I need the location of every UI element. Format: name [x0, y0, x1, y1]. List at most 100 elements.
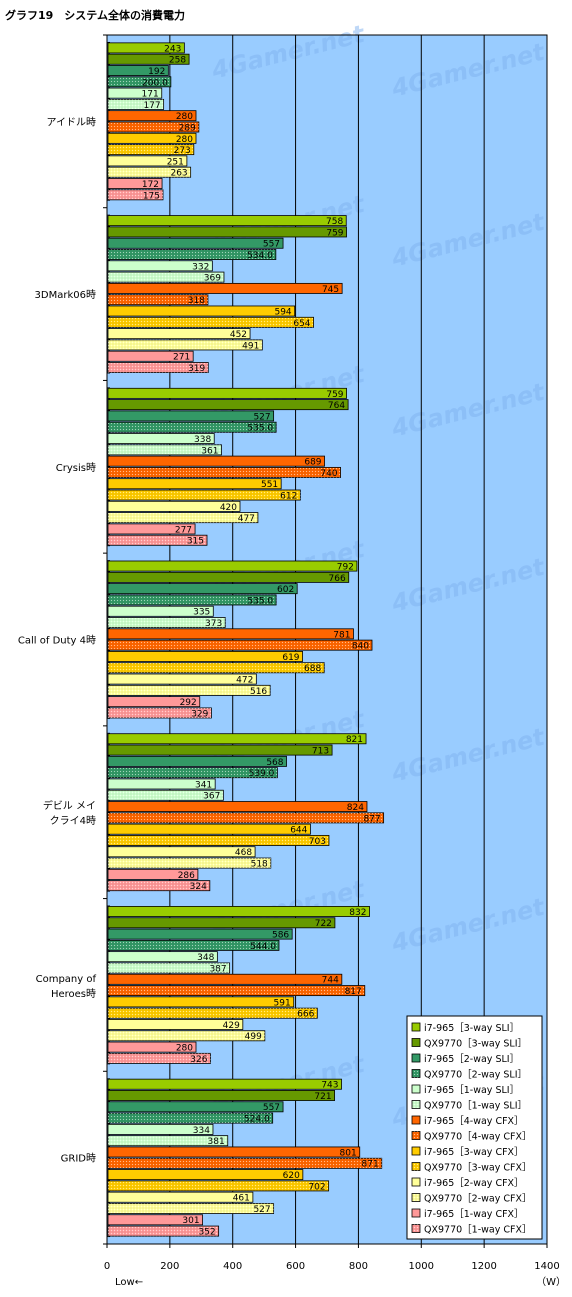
bar [107, 973, 343, 985]
bar-pattern [108, 835, 329, 846]
bar [107, 65, 169, 76]
data-label: 612 [280, 491, 297, 501]
data-label: 544.0 [250, 942, 276, 952]
x-tick-label: 800 [349, 1261, 368, 1272]
data-label: 332 [192, 262, 209, 272]
bar-pattern [108, 707, 212, 718]
bar [107, 801, 368, 813]
category-label-line: アイドル時 [47, 116, 97, 128]
bar [107, 110, 197, 122]
bar-pattern [108, 99, 164, 110]
bar [107, 928, 293, 940]
legend-swatch-pattern [412, 1224, 420, 1233]
data-label: 644 [290, 826, 307, 836]
data-label: 743 [321, 1081, 338, 1091]
bar [107, 478, 282, 490]
data-label: 172 [142, 180, 159, 190]
category-label: 3DMark06時 [35, 289, 96, 301]
bar [107, 455, 325, 467]
legend-entry: QX9770［1-way CFX］ [424, 1225, 531, 1236]
data-label: 280 [176, 135, 193, 145]
data-label: 429 [223, 1021, 240, 1031]
data-label: 539.0 [249, 769, 275, 779]
bar [107, 583, 298, 595]
x-tick-label: 600 [286, 1261, 305, 1272]
data-label: 594 [274, 307, 291, 317]
bar-pattern [108, 467, 341, 478]
bar [107, 1019, 244, 1030]
bar-pattern [108, 76, 171, 87]
bar [107, 1214, 203, 1226]
data-label: 740 [320, 469, 337, 479]
bar-pattern [108, 362, 209, 373]
bar [107, 917, 336, 929]
data-label: 334 [193, 1126, 210, 1136]
data-label: 524.0 [244, 1115, 270, 1125]
bar [107, 1123, 214, 1135]
data-label: 200.0 [142, 78, 168, 88]
x-axis-note: Low← [115, 1277, 143, 1288]
data-label: 251 [167, 157, 184, 167]
bar [107, 1041, 197, 1053]
bar [107, 846, 256, 858]
category-label: デビル メイクライ4時 [43, 799, 96, 827]
data-label: 271 [173, 353, 190, 363]
legend-entry: i7-965［1-way CFX］ [424, 1209, 524, 1220]
data-label: 759 [326, 390, 343, 400]
bar [107, 53, 190, 65]
data-label: 341 [195, 780, 212, 790]
bar [107, 996, 295, 1008]
bar [107, 868, 199, 880]
bar [107, 260, 213, 272]
data-label: 381 [208, 1137, 225, 1147]
bar [107, 433, 215, 444]
data-label: 817 [345, 987, 362, 997]
bar [107, 651, 303, 662]
data-label: 175 [143, 191, 160, 201]
data-label: 192 [148, 67, 165, 77]
bar-pattern [108, 790, 224, 801]
bar-pattern [108, 858, 271, 869]
legend-entry: i7-965［3-way CFX］ [424, 1147, 524, 1158]
legend-entry: QX9770［3-way SLI］ [424, 1039, 527, 1050]
legend-swatch [411, 1146, 421, 1156]
legend-swatch [411, 1115, 421, 1125]
data-label: 324 [190, 882, 207, 892]
legend-swatch-pattern [412, 1162, 420, 1171]
data-label: 335 [193, 608, 210, 618]
bar [107, 87, 163, 99]
data-label: 568 [266, 758, 283, 768]
data-label: 280 [176, 112, 193, 122]
bar [107, 215, 347, 227]
bar [107, 42, 185, 54]
bar [107, 1191, 254, 1203]
data-label: 171 [142, 90, 159, 100]
legend-swatch [411, 1053, 421, 1063]
data-label: 243 [164, 44, 181, 54]
bar-pattern [108, 422, 277, 433]
category-label: GRID時 [61, 1153, 96, 1165]
bar-pattern [108, 1203, 274, 1214]
data-label: 277 [175, 525, 192, 535]
data-label: 781 [333, 630, 350, 640]
bar-pattern [108, 249, 276, 260]
data-label: 713 [312, 747, 329, 757]
data-label: 263 [170, 169, 187, 179]
bar [107, 399, 349, 411]
data-label: 289 [179, 123, 196, 133]
bar [107, 328, 251, 340]
data-label: 619 [282, 653, 299, 663]
data-label: 764 [328, 401, 345, 411]
bar-pattern [108, 1008, 318, 1019]
bar [107, 823, 311, 835]
data-label: 877 [363, 814, 380, 824]
data-label: 420 [220, 503, 237, 513]
data-label: 477 [238, 514, 255, 524]
data-label: 273 [174, 146, 191, 156]
bar [107, 1169, 304, 1181]
data-label: 338 [194, 435, 211, 445]
data-label: 557 [263, 240, 280, 250]
bar-pattern [108, 985, 365, 996]
category-label-line: クライ4時 [50, 815, 96, 827]
